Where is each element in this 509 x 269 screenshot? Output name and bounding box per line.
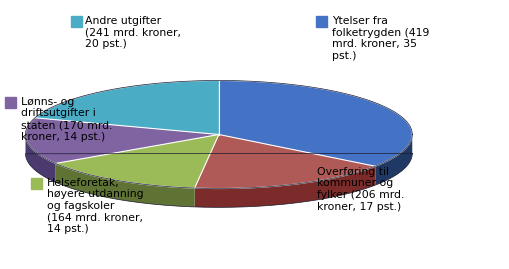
Polygon shape (194, 134, 375, 189)
Polygon shape (375, 136, 412, 185)
Polygon shape (35, 80, 219, 134)
Polygon shape (55, 134, 219, 188)
Polygon shape (55, 164, 194, 207)
Polygon shape (25, 118, 219, 164)
Text: Ytelser fra
folketrygden (419
mrd. kroner, 35
pst.): Ytelser fra folketrygden (419 mrd. krone… (332, 16, 429, 61)
Text: Lønns- og
driftsutgifter i
staten (170 mrd.
kroner, 14 pst.): Lønns- og driftsutgifter i staten (170 m… (21, 97, 113, 142)
Text: Overføring til
kommuner og
fylker (206 mrd.
kroner, 17 pst.): Overføring til kommuner og fylker (206 m… (317, 167, 404, 212)
Text: Helseforetak,
høyere utdanning
og fagskoler
(164 mrd. kroner,
14 pst.): Helseforetak, høyere utdanning og fagsko… (47, 178, 144, 234)
Text: Andre utgifter
(241 mrd. kroner,
20 pst.): Andre utgifter (241 mrd. kroner, 20 pst.… (85, 16, 181, 49)
Polygon shape (219, 80, 412, 166)
Polygon shape (25, 136, 55, 182)
Polygon shape (194, 166, 375, 207)
